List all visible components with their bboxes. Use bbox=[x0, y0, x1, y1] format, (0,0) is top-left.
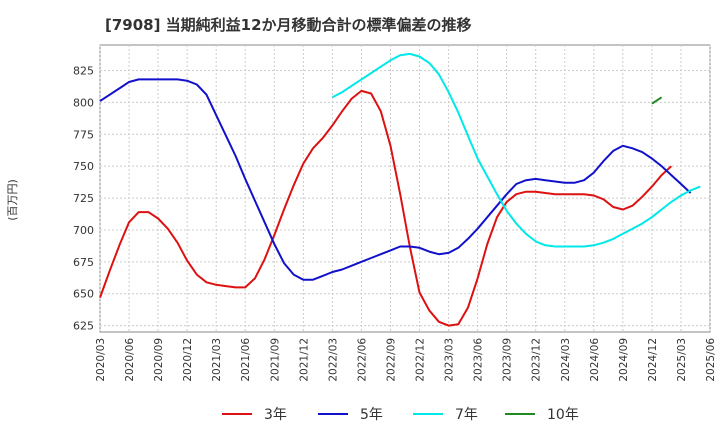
y-tick-label: 625 bbox=[73, 320, 94, 333]
x-tick-label: 2025/03 bbox=[676, 338, 688, 382]
y-tick-label: 650 bbox=[73, 288, 94, 301]
x-tick-label: 2024/09 bbox=[618, 338, 630, 382]
x-tick-label: 2022/03 bbox=[327, 338, 339, 382]
y-tick-label: 800 bbox=[73, 96, 94, 109]
chart-title: [7908] 当期純利益12か月移動合計の標準偏差の推移 bbox=[105, 16, 472, 34]
y-tick-label: 775 bbox=[73, 128, 94, 141]
x-tick-label: 2022/06 bbox=[356, 338, 368, 382]
x-tick-label: 2023/12 bbox=[531, 338, 543, 382]
legend: 3年 5年 7年 10年 bbox=[222, 407, 579, 423]
x-tick-label: 2025/06 bbox=[705, 338, 717, 382]
x-tick-label: 2024/12 bbox=[647, 338, 659, 382]
x-tick-label: 2020/09 bbox=[153, 338, 165, 382]
legend-label-1: 3年 bbox=[264, 407, 287, 423]
series-line-3 bbox=[331, 52, 701, 248]
x-tick-label: 2020/06 bbox=[124, 338, 136, 382]
x-tick-label: 2022/09 bbox=[385, 338, 397, 382]
x-tick-label: 2021/03 bbox=[211, 338, 223, 382]
x-tick-label: 2021/12 bbox=[298, 338, 310, 382]
legend-label-4: 10年 bbox=[547, 407, 579, 423]
x-tick-label: 2023/06 bbox=[473, 338, 485, 382]
x-tick-label: 2020/03 bbox=[95, 338, 107, 382]
x-tick-label: 2022/12 bbox=[415, 338, 427, 382]
y-tick-label: 700 bbox=[73, 224, 94, 237]
grid-layer bbox=[99, 44, 711, 333]
legend-label-3: 7年 bbox=[455, 407, 478, 423]
y-axis-label: (百万円) bbox=[6, 179, 19, 221]
plot-area bbox=[99, 44, 711, 333]
series-layer bbox=[99, 52, 701, 327]
series-line-4 bbox=[651, 96, 663, 105]
x-tick-label: 2021/09 bbox=[269, 338, 281, 382]
y-tick-label: 725 bbox=[73, 192, 94, 205]
x-tick-label: 2024/06 bbox=[589, 338, 601, 382]
y-tick-label: 675 bbox=[73, 256, 94, 269]
series-line-1 bbox=[99, 89, 672, 327]
x-tick-label: 2023/09 bbox=[502, 338, 514, 382]
y-tick-label: 825 bbox=[73, 65, 94, 78]
x-tick-label: 2024/03 bbox=[560, 338, 572, 382]
x-tick-label: 2020/12 bbox=[182, 338, 194, 382]
y-tick-label: 750 bbox=[73, 160, 94, 173]
axis-layer: 625 650 675 700 725 750 775 800 825 2020/03 2020/0… bbox=[73, 65, 717, 382]
legend-label-2: 5年 bbox=[360, 407, 383, 423]
series-line-2 bbox=[99, 78, 692, 281]
x-tick-label: 2021/06 bbox=[240, 338, 252, 382]
x-tick-label: 2023/03 bbox=[444, 338, 456, 382]
